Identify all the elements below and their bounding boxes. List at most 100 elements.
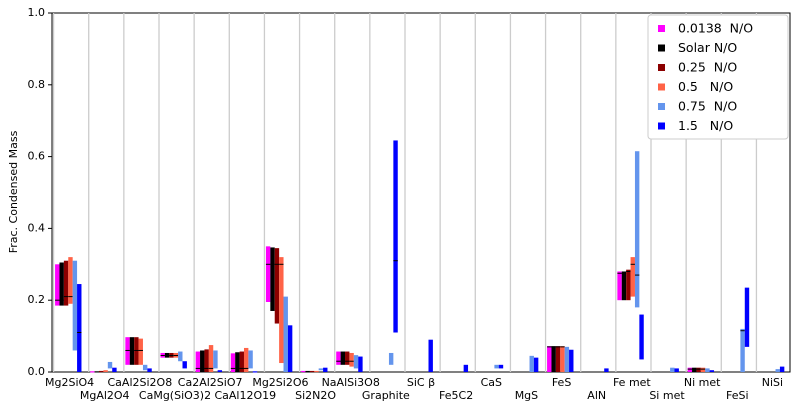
range-bar xyxy=(112,367,117,372)
range-bar xyxy=(358,356,363,372)
range-bar xyxy=(674,368,679,372)
range-bar xyxy=(696,367,701,372)
range-bar xyxy=(305,370,310,373)
range-bar xyxy=(336,351,341,365)
range-bar xyxy=(147,368,152,372)
range-bar xyxy=(564,346,570,372)
legend-label: 1.5 N/O xyxy=(678,118,733,133)
range-bar xyxy=(63,260,69,306)
range-bar xyxy=(744,287,750,347)
range-bar xyxy=(72,260,78,351)
range-bar xyxy=(195,351,201,372)
range-bar xyxy=(740,328,745,372)
legend-label: 0.5 N/O xyxy=(678,79,733,94)
x-tick-label: SiC β xyxy=(407,376,435,389)
legend-label: 0.25 N/O xyxy=(678,60,737,75)
range-bar xyxy=(274,248,280,324)
legend-swatch xyxy=(658,25,665,32)
legend-swatch xyxy=(658,44,665,52)
range-bar xyxy=(630,257,635,297)
x-tick-label: Fe met xyxy=(613,376,651,389)
range-bar xyxy=(393,140,398,333)
range-bar xyxy=(569,349,574,372)
x-tick-label: Mg2SiO4 xyxy=(45,376,94,389)
range-bar xyxy=(248,350,253,369)
range-bar xyxy=(279,257,284,364)
range-bar xyxy=(182,361,187,369)
range-bar xyxy=(639,314,644,360)
x-tick-label: MgAl2O4 xyxy=(80,389,130,402)
legend-swatch xyxy=(658,83,665,91)
range-bar xyxy=(94,371,100,373)
range-bar xyxy=(217,370,223,372)
x-tick-label: CaS xyxy=(481,376,502,389)
range-bar xyxy=(709,370,715,372)
range-bar xyxy=(349,352,354,367)
range-bar xyxy=(208,345,214,372)
range-bar xyxy=(129,337,135,365)
range-bar xyxy=(243,347,249,372)
range-bar xyxy=(309,370,315,373)
range-bar xyxy=(498,364,504,369)
range-bar xyxy=(287,325,293,372)
range-bar xyxy=(239,351,244,372)
legend-box xyxy=(647,14,789,140)
range-bar xyxy=(555,346,561,372)
range-bar xyxy=(621,271,627,301)
x-tick-label: MgS xyxy=(515,389,538,402)
range-bar xyxy=(59,262,64,306)
range-bar xyxy=(779,366,785,372)
range-bar xyxy=(604,368,609,372)
range-bar xyxy=(270,247,275,311)
range-bar xyxy=(617,271,622,301)
range-bar xyxy=(340,351,346,365)
range-bar xyxy=(213,350,218,369)
range-bar xyxy=(634,151,640,308)
x-tick-label: Ni met xyxy=(684,376,721,389)
range-bar xyxy=(323,367,328,372)
x-tick-label: Graphite xyxy=(362,389,410,402)
range-bar xyxy=(178,351,183,362)
range-bar xyxy=(626,269,631,301)
x-tick-label: Ca2Al2SiO7 xyxy=(178,376,243,389)
y-tick-label: 0.0 xyxy=(28,365,46,378)
range-bar xyxy=(463,364,469,372)
y-tick-label: 0.8 xyxy=(28,78,46,91)
x-tick-label: Si2N2O xyxy=(295,389,336,402)
range-bar xyxy=(529,355,534,372)
range-bar xyxy=(252,371,258,373)
range-bar xyxy=(301,370,306,373)
plot-frame xyxy=(51,12,791,373)
range-bar xyxy=(533,357,539,372)
range-bar xyxy=(235,352,240,372)
range-bar xyxy=(494,364,499,369)
range-bar xyxy=(775,369,780,372)
x-tick-label: FeSi xyxy=(726,389,749,402)
legend-swatch xyxy=(658,122,665,130)
range-bar xyxy=(283,296,288,372)
range-bar xyxy=(103,370,108,372)
x-tick-label: Fe5C2 xyxy=(439,389,473,402)
x-tick-label: AlN xyxy=(587,389,606,402)
x-tick-label: Mg2Si2O6 xyxy=(252,376,308,389)
range-bar xyxy=(55,264,60,306)
range-bar xyxy=(687,367,693,372)
x-tick-label: CaMg(SiO3)2 xyxy=(139,389,211,402)
range-bar xyxy=(90,371,95,373)
range-bar xyxy=(68,257,73,304)
range-bar xyxy=(700,367,706,372)
range-bar xyxy=(345,351,350,365)
range-bar xyxy=(314,370,319,373)
y-axis-label: Frac. Condensed Mass xyxy=(7,130,20,253)
range-bar xyxy=(204,349,209,372)
range-bar xyxy=(560,346,565,372)
x-tick-label: NiSi xyxy=(762,376,783,389)
legend-label: Solar N/O xyxy=(678,40,737,55)
range-bar xyxy=(318,368,324,371)
range-bar xyxy=(265,246,271,302)
range-bar xyxy=(670,367,675,372)
range-bar xyxy=(428,339,433,372)
range-bar xyxy=(99,370,104,373)
range-bar xyxy=(547,346,552,372)
